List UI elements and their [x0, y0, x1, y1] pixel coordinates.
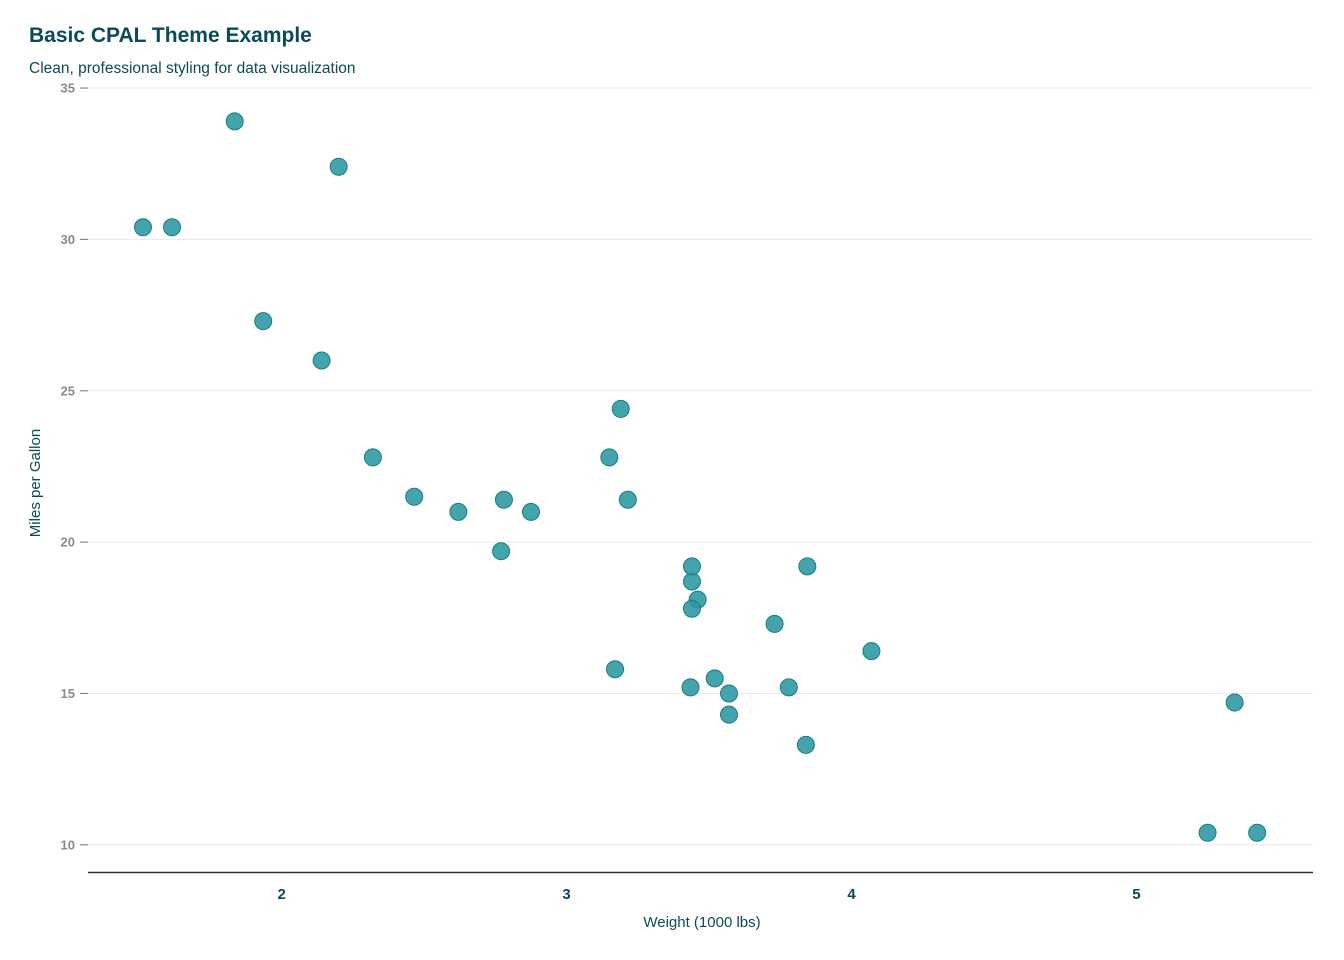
y-tick-label: 10 — [61, 837, 75, 852]
y-tick-label: 20 — [61, 535, 75, 550]
data-point — [606, 660, 625, 679]
x-tick-label: 3 — [562, 886, 570, 903]
data-point — [405, 487, 424, 506]
data-point — [225, 112, 244, 131]
data-point — [798, 557, 817, 576]
data-point — [133, 218, 152, 237]
data-point — [705, 669, 724, 688]
data-point — [163, 218, 182, 237]
data-point — [682, 599, 701, 618]
data-point — [682, 572, 701, 591]
data-point — [1248, 823, 1267, 842]
y-tick-label: 35 — [61, 81, 75, 96]
data-point — [254, 312, 273, 331]
data-point — [329, 157, 348, 176]
data-point — [1225, 693, 1244, 712]
data-point — [682, 557, 701, 576]
y-axis-label: Miles per Gallon — [27, 429, 44, 537]
data-points — [133, 112, 1267, 842]
data-point — [600, 448, 619, 467]
data-point — [719, 684, 738, 703]
data-point — [618, 490, 637, 509]
y-tick-label: 25 — [61, 383, 75, 398]
y-axis-ticks: 10 15 20 25 30 35 — [61, 81, 88, 852]
data-point — [611, 399, 630, 418]
chart-title: Basic CPAL Theme Example — [29, 24, 312, 47]
x-axis-label: Weight (1000 lbs) — [643, 914, 760, 931]
data-point — [719, 705, 738, 724]
data-point — [765, 614, 784, 633]
data-point — [681, 678, 700, 697]
chart-subtitle: Clean, professional styling for data vis… — [29, 60, 356, 77]
x-tick-label: 2 — [278, 886, 286, 903]
data-point — [449, 502, 468, 521]
y-tick-label: 30 — [61, 232, 75, 247]
data-point — [796, 735, 815, 754]
x-tick-label: 4 — [847, 886, 856, 903]
data-point — [779, 678, 798, 697]
data-point — [862, 642, 881, 661]
data-point — [494, 490, 513, 509]
data-point — [1198, 823, 1217, 842]
x-tick-label: 5 — [1132, 886, 1140, 903]
data-point — [492, 542, 511, 561]
data-point — [363, 448, 382, 467]
x-axis-ticks: 2 3 4 5 — [278, 886, 1141, 903]
data-point — [521, 502, 540, 521]
y-tick-label: 15 — [61, 686, 75, 701]
data-point — [312, 351, 331, 370]
grid-lines — [88, 87, 1313, 846]
